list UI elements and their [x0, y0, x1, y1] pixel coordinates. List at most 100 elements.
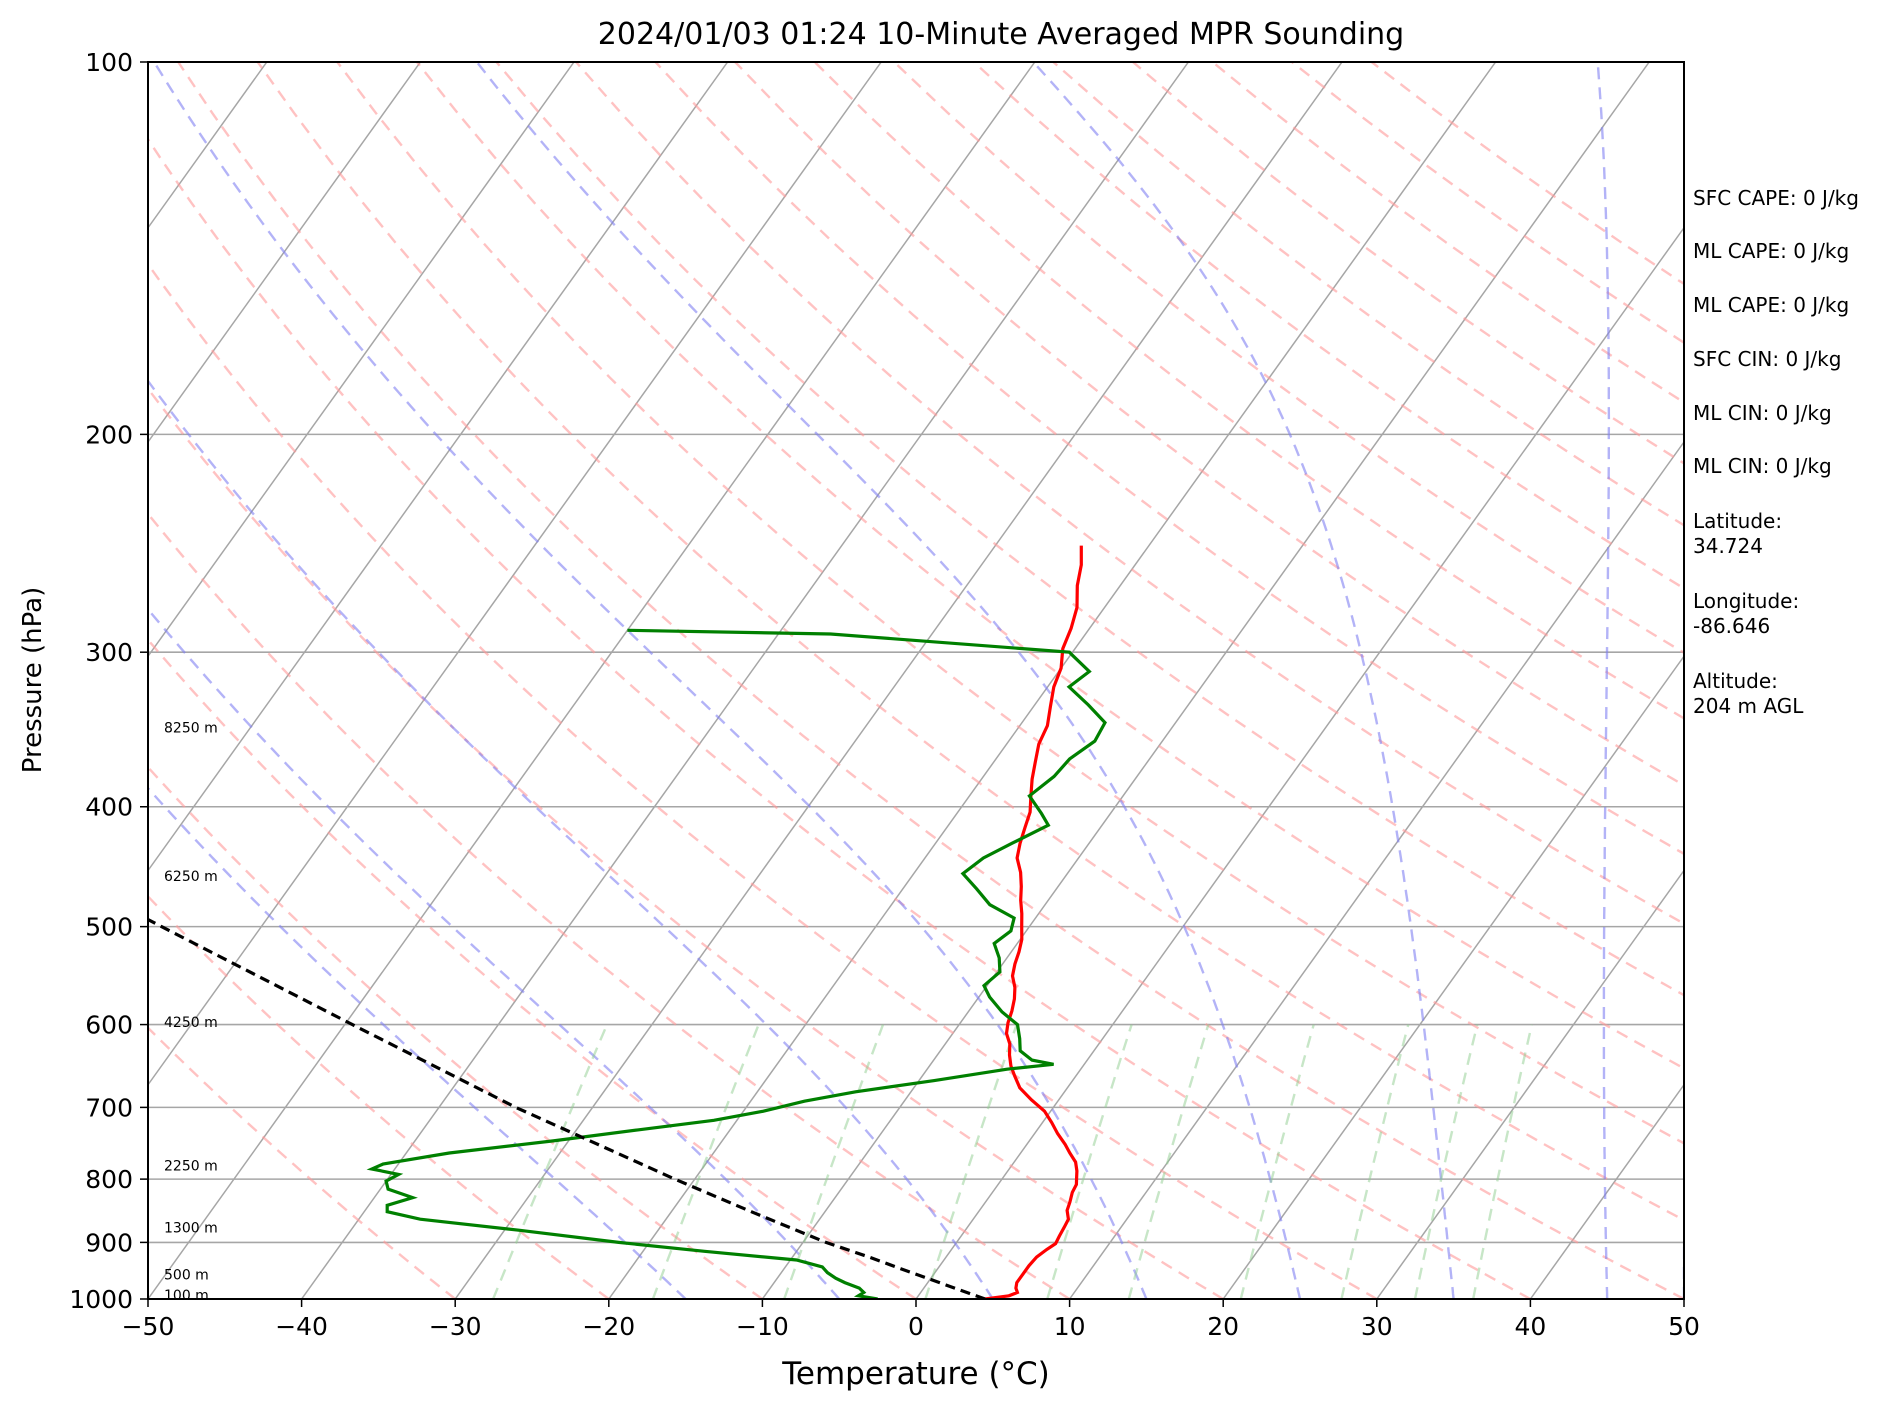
y-tick-label: 400: [85, 793, 133, 822]
dry-adiabat-line: [148, 1026, 456, 1299]
moist-adiabat-line: [148, 786, 687, 1299]
mixing-ratio-line: [1239, 1024, 1315, 1299]
dewpoint-line: [366, 628, 1107, 1299]
x-tick-label: 30: [1361, 1312, 1393, 1341]
moist-adiabat-line: [1596, 62, 1611, 1299]
mixing-ratio-line: [1046, 1024, 1133, 1299]
moist-adiabat-line: [148, 379, 994, 1299]
isotherm-line: [1068, 440, 1684, 1299]
height-label: 1300 m: [164, 1220, 218, 1236]
isotherm-line: [300, 62, 1190, 1299]
mixing-ratio-line: [1127, 1024, 1210, 1299]
mixing-ratio-line: [1413, 1024, 1479, 1299]
x-tick-label: 20: [1207, 1312, 1239, 1341]
isotherm-line: [148, 62, 422, 444]
mixing-ratio-line: [783, 1024, 885, 1299]
mixing-ratio-line: [1340, 1024, 1410, 1299]
x-tick-label: 10: [1054, 1312, 1086, 1341]
y-tick-label: 600: [85, 1011, 133, 1040]
longitude-value: -86.646: [1693, 614, 1771, 638]
x-tick-label: −30: [429, 1312, 482, 1341]
dry-adiabat-line: [148, 262, 1378, 1299]
isotherm-line: [148, 62, 575, 658]
chart-title: 2024/01/03 01:24 10-Minute Averaged MPR …: [598, 17, 1404, 52]
height-label: 4250 m: [164, 1015, 218, 1031]
longitude-label: Longitude:: [1693, 589, 1800, 613]
reference-lines: [148, 62, 1684, 1299]
isotherm-line: [1222, 654, 1684, 1299]
moist-adiabat-line: [475, 62, 1302, 1299]
isotherm-line: [915, 226, 1684, 1299]
y-tick-label: 1000: [69, 1285, 133, 1314]
dry-adiabat-line: [148, 765, 764, 1299]
height-label: 8250 m: [164, 720, 218, 736]
dry-adiabat-line: [148, 638, 917, 1299]
isotherm-line: [761, 62, 1650, 1299]
isotherm-line: [608, 62, 1497, 1299]
isotherm-line: [1376, 869, 1684, 1299]
dry-adiabat-line: [336, 62, 1684, 1145]
x-tick-label: −10: [736, 1312, 789, 1341]
y-tick-label: 300: [85, 638, 133, 667]
dry-adiabat-line: [813, 62, 1684, 720]
y-tick-label: 200: [85, 420, 133, 449]
dry-adiabat-line: [972, 62, 1684, 590]
x-tick-label: −20: [582, 1312, 635, 1341]
ml-cape-text-2: ML CAPE: 0 J/kg: [1693, 293, 1850, 317]
sounding-lines: [148, 545, 1107, 1299]
y-tick-label: 100: [85, 48, 133, 77]
mixing-ratio-line: [924, 1024, 1018, 1299]
dry-adiabat-line: [148, 894, 610, 1299]
isotherm-line: [148, 62, 882, 1087]
dry-adiabat-line: [256, 62, 1684, 1222]
mixing-ratio-line: [491, 1024, 609, 1299]
y-tick-label: 700: [85, 1093, 133, 1122]
y-tick-label: 500: [85, 913, 133, 942]
height-labels: 100 m 500 m 1300 m 2250 m 4250 m 6250 m 8250 m: [164, 720, 218, 1304]
sfc-cape-text: SFC CAPE: 0 J/kg: [1693, 186, 1859, 210]
height-label: 2250 m: [164, 1159, 218, 1175]
temperature-line: [984, 545, 1083, 1299]
height-label: 500 m: [164, 1267, 209, 1283]
mixing-ratio-line: [651, 1024, 760, 1299]
latitude-value: 34.724: [1693, 534, 1763, 558]
height-label: 100 m: [164, 1288, 209, 1304]
y-axis: 1000 900 800 700 600 500 400 300 200 100: [69, 48, 148, 1314]
sfc-cin-text: SFC CIN: 0 J/kg: [1693, 347, 1842, 371]
isotherm-line: [148, 62, 1036, 1299]
ml-cape-text: ML CAPE: 0 J/kg: [1693, 239, 1850, 263]
dry-adiabat-line: [148, 512, 1071, 1299]
dry-adiabat-line: [148, 386, 1224, 1299]
ml-cin-text: ML CIN: 0 J/kg: [1693, 401, 1832, 425]
mixing-ratio-line: [1472, 1024, 1533, 1299]
moist-adiabat-line: [1032, 62, 1455, 1299]
x-tick-label: −50: [122, 1312, 175, 1341]
x-tick-label: 0: [908, 1312, 924, 1341]
parcel-profile-line: [148, 917, 986, 1299]
isotherm-line: [148, 62, 729, 872]
y-tick-label: 800: [85, 1165, 133, 1194]
x-tick-label: 40: [1514, 1312, 1546, 1341]
x-tick-label: −40: [275, 1312, 328, 1341]
dry-adiabat-line: [415, 62, 1684, 1070]
isotherm-line: [1529, 1083, 1684, 1299]
x-axis: −50 −40 −30 −20 −10 0 10 20 30 40 50: [122, 1299, 1700, 1341]
isotherm-line: [454, 62, 1343, 1299]
latitude-label: Latitude:: [1693, 509, 1783, 533]
dry-adiabat-line: [148, 137, 1531, 1299]
dry-adiabat-line: [495, 62, 1684, 997]
y-axis-label: Pressure (hPa): [18, 587, 48, 774]
x-tick-label: 50: [1668, 1312, 1700, 1341]
moist-adiabat-line: [153, 62, 1148, 1299]
y-tick-label: 900: [85, 1228, 133, 1257]
altitude-label: Altitude:: [1693, 669, 1778, 693]
x-axis-label: Temperature (°C): [781, 1356, 1050, 1392]
height-label: 6250 m: [164, 869, 218, 885]
altitude-value: 204 m AGL: [1693, 694, 1804, 718]
dry-adiabat-line: [654, 62, 1684, 856]
moist-adiabat-line: [148, 607, 841, 1299]
dry-adiabat-line: [734, 62, 1684, 787]
dry-adiabat-line: [177, 62, 1684, 1299]
ml-cin-text-2: ML CIN: 0 J/kg: [1693, 454, 1832, 478]
